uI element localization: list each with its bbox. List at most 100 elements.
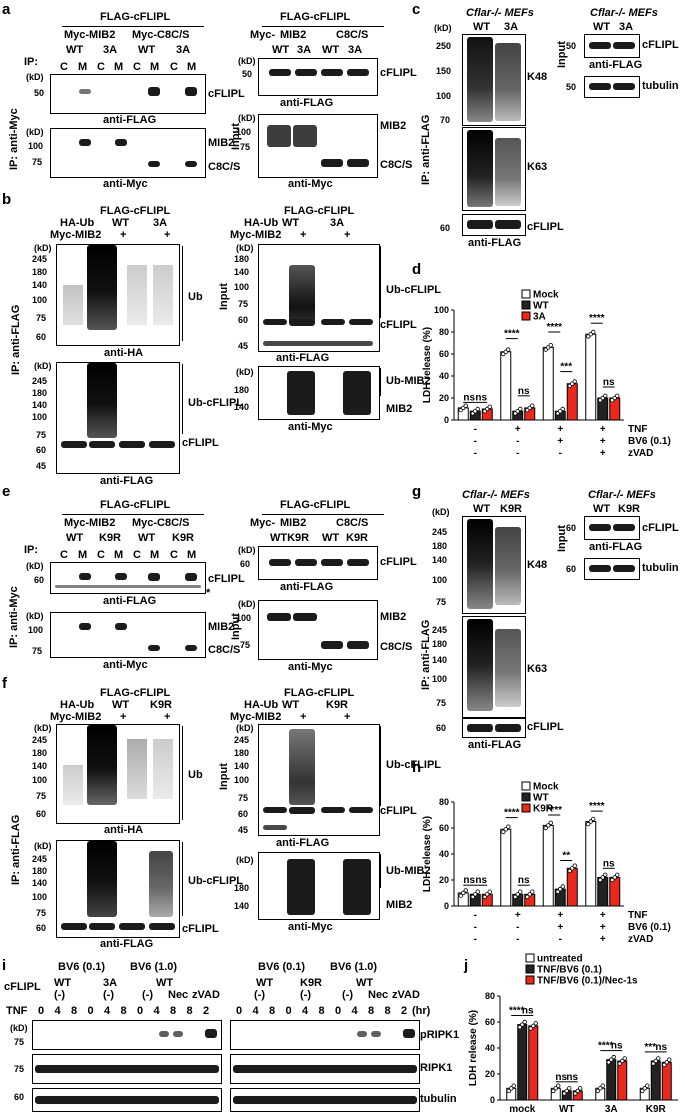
label: 60 bbox=[34, 575, 45, 585]
sig-label: **** bbox=[546, 322, 562, 333]
sig-label: ns bbox=[518, 386, 530, 397]
data-point bbox=[664, 1060, 669, 1065]
label: FLAG-cFLIPL bbox=[284, 205, 355, 217]
label: 3A bbox=[504, 21, 519, 33]
label: WT bbox=[322, 44, 340, 56]
label: 140 bbox=[234, 901, 250, 911]
label: 100 bbox=[432, 575, 448, 585]
label: 180 bbox=[432, 639, 448, 649]
tnf-time: 8 bbox=[186, 1005, 193, 1017]
condition-sign: + bbox=[600, 922, 606, 933]
data-point bbox=[543, 825, 548, 831]
data-point bbox=[603, 872, 608, 877]
blot bbox=[584, 76, 640, 98]
sig-label: ns bbox=[463, 875, 475, 886]
data-point bbox=[662, 1062, 667, 1068]
legend-label: 3A bbox=[533, 312, 546, 323]
sig-label: ns bbox=[518, 875, 530, 886]
label: 60 bbox=[436, 723, 447, 733]
label: 50 bbox=[566, 82, 577, 92]
y-tick-label: 40 bbox=[439, 849, 449, 859]
data-point bbox=[509, 1086, 514, 1091]
legend-swatch bbox=[525, 964, 535, 974]
label: HA-Ub bbox=[244, 217, 279, 229]
label: anti-HA bbox=[104, 347, 144, 359]
label: 75 bbox=[436, 698, 447, 708]
blot bbox=[230, 1020, 420, 1050]
label: Cflar-/- MEFs bbox=[462, 489, 530, 501]
data-point bbox=[518, 889, 523, 894]
tnf-time: 8 bbox=[71, 1005, 78, 1017]
tnf-time: 8 bbox=[120, 1005, 127, 1017]
label: anti-FLAG bbox=[468, 739, 522, 751]
label: 75 bbox=[14, 1064, 25, 1074]
label: K9R bbox=[300, 977, 323, 989]
label: anti-Myc bbox=[288, 421, 333, 433]
label: cFLIPL bbox=[642, 522, 679, 534]
label: (kD) bbox=[238, 599, 256, 609]
label: 75 bbox=[14, 1037, 25, 1047]
label: Myc-MIB2 bbox=[230, 711, 282, 723]
label: 3A bbox=[103, 977, 118, 989]
data-point bbox=[564, 1088, 569, 1094]
label: 75 bbox=[32, 157, 43, 167]
sig-label: **** bbox=[589, 313, 605, 324]
x-tick-label: 3A bbox=[605, 1104, 618, 1115]
tnf-time: 8 bbox=[170, 1005, 177, 1017]
data-point bbox=[586, 821, 591, 827]
sig-label: ns bbox=[555, 1072, 567, 1083]
label: 100 bbox=[436, 91, 452, 101]
label: anti-FLAG bbox=[100, 475, 154, 487]
label: tubulin bbox=[642, 80, 679, 92]
tnf-time: 8 bbox=[269, 1005, 276, 1017]
label: BV6 (1.0) bbox=[330, 961, 378, 973]
condition-sign: - bbox=[516, 922, 519, 933]
label: 60 bbox=[36, 332, 47, 342]
label: WT bbox=[282, 699, 300, 711]
tnf-time: 8 bbox=[368, 1005, 375, 1017]
condition-sign: - bbox=[516, 934, 519, 945]
label: K48 bbox=[527, 71, 548, 83]
legend-swatch bbox=[521, 300, 531, 310]
label: 140 bbox=[32, 400, 48, 410]
label: (kD) bbox=[236, 723, 254, 733]
label: BV6 (0.1) bbox=[58, 961, 106, 973]
label: M bbox=[150, 61, 160, 73]
label: + bbox=[120, 711, 127, 723]
label: 140 bbox=[32, 280, 48, 290]
condition-sign: + bbox=[515, 424, 521, 435]
label: 140 bbox=[432, 655, 448, 665]
label: Nec bbox=[168, 989, 189, 1001]
label: (hr) bbox=[412, 1005, 431, 1017]
bar bbox=[617, 1060, 628, 1101]
condition-label: BV6 (0.1) bbox=[628, 436, 671, 447]
label: 140 bbox=[234, 267, 250, 277]
bar bbox=[585, 821, 597, 907]
legend-label: Mock bbox=[533, 290, 559, 301]
label: 100 bbox=[32, 892, 48, 902]
label: (kD) bbox=[434, 23, 452, 33]
blot bbox=[56, 840, 180, 938]
x-tick-label: K9R bbox=[646, 1104, 667, 1115]
blot bbox=[462, 616, 526, 718]
label: C8C/S bbox=[208, 161, 241, 173]
label: 60 bbox=[440, 223, 451, 233]
panel-label-b: b bbox=[2, 191, 12, 208]
label: 3A bbox=[330, 217, 345, 229]
data-point bbox=[463, 888, 468, 893]
label: + bbox=[344, 711, 351, 723]
bar bbox=[517, 1024, 528, 1101]
label: K9R bbox=[99, 532, 122, 544]
label: FLAG-cFLIPL bbox=[100, 687, 171, 699]
label: Ub-cFLIPL bbox=[188, 875, 243, 887]
blot bbox=[50, 128, 206, 178]
label: IP: bbox=[24, 56, 39, 68]
label: cFLIPL bbox=[527, 721, 564, 733]
condition-sign: + bbox=[557, 922, 563, 933]
data-point bbox=[572, 379, 577, 384]
label: M bbox=[114, 549, 124, 561]
label: MIB2 bbox=[280, 517, 307, 529]
data-point bbox=[556, 1083, 561, 1088]
data-point bbox=[475, 889, 480, 894]
label: 100 bbox=[28, 625, 44, 635]
